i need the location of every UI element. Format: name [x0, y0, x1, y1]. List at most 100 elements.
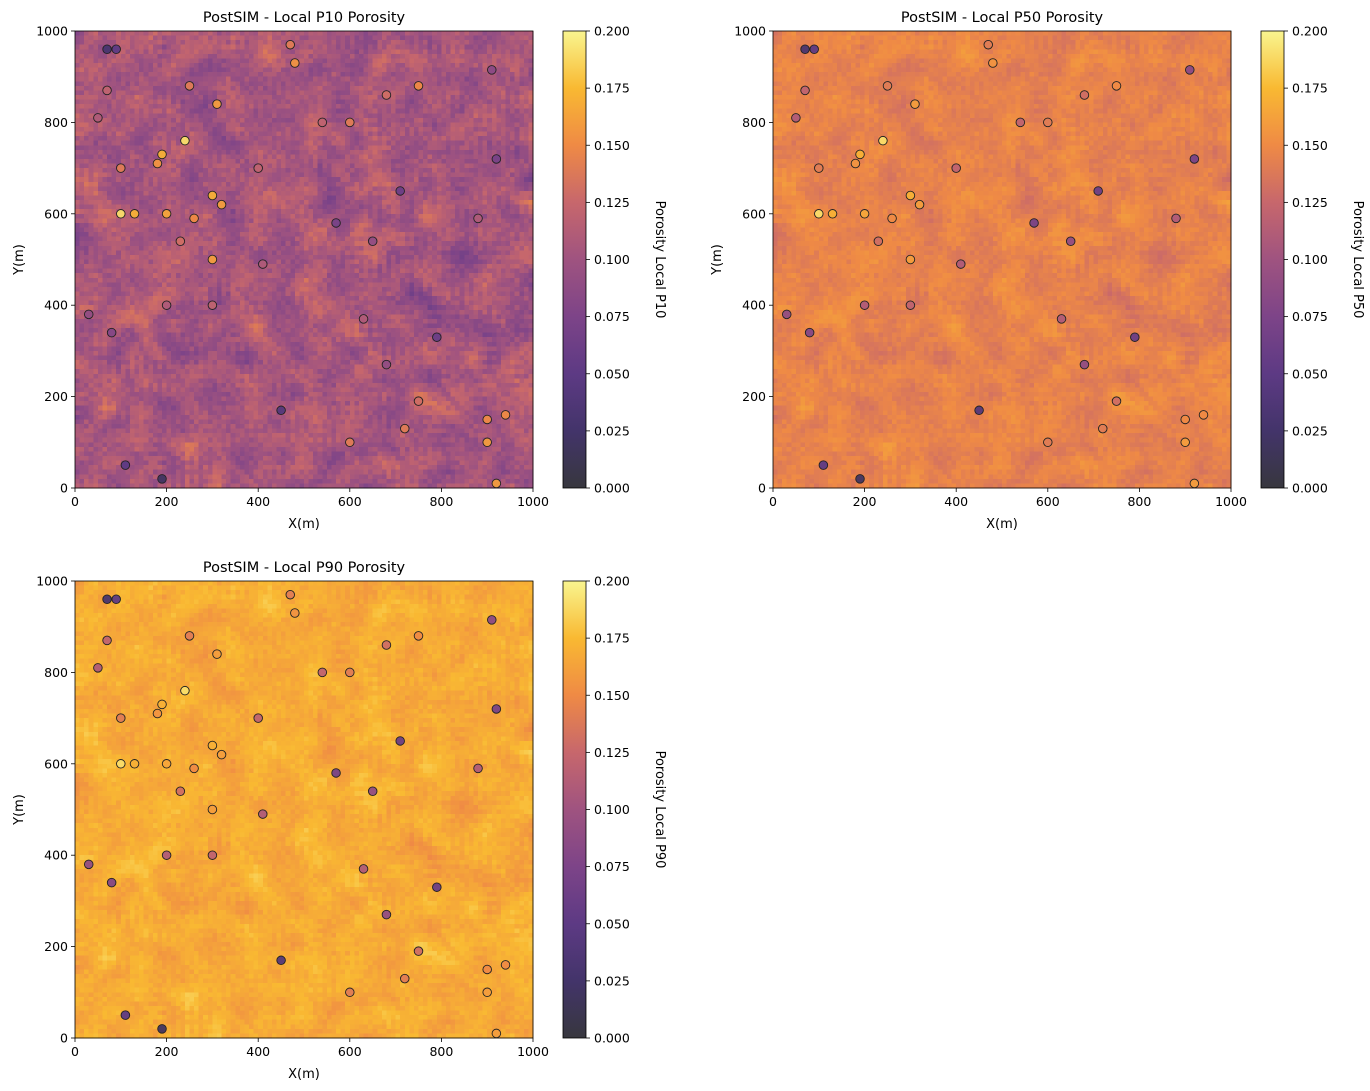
heatmap-cell — [171, 131, 177, 137]
heatmap-cell — [468, 76, 475, 82]
heatmap-cell — [432, 181, 438, 187]
heatmap-cell — [157, 117, 163, 123]
heatmap-cell — [304, 136, 310, 142]
heatmap-cell — [184, 99, 191, 105]
heatmap-cell — [171, 126, 177, 133]
heatmap-cell — [349, 227, 355, 233]
heatmap-cell — [271, 136, 278, 142]
heatmap-cell — [134, 227, 140, 233]
heatmap-cell — [505, 113, 511, 119]
heatmap-cell — [482, 67, 488, 73]
heatmap-cell — [116, 181, 122, 187]
heatmap-cell — [134, 136, 140, 142]
heatmap-cell — [239, 245, 246, 251]
heatmap-cell — [258, 181, 264, 187]
heatmap-cell — [372, 72, 378, 78]
heatmap-cell — [418, 190, 424, 197]
heatmap-cell — [441, 149, 447, 155]
heatmap-cell — [184, 113, 191, 119]
heatmap-cell — [473, 117, 479, 123]
heatmap-cell — [198, 250, 204, 256]
heatmap-cell — [226, 44, 232, 50]
heatmap-cell — [349, 204, 355, 210]
heatmap-cell — [505, 168, 511, 174]
heatmap-cell — [111, 218, 117, 224]
heatmap-cell — [464, 104, 470, 110]
heatmap-cell — [285, 168, 291, 174]
heatmap-cell — [445, 108, 452, 114]
heatmap-cell — [216, 195, 223, 201]
heatmap-cell — [285, 181, 291, 187]
heatmap-cell — [331, 49, 337, 55]
heatmap-cell — [391, 213, 397, 219]
heatmap-cell — [386, 168, 392, 174]
heatmap-cell — [345, 49, 351, 55]
heatmap-cell — [102, 172, 108, 178]
heatmap-cell — [528, 62, 534, 69]
heatmap-cell — [381, 204, 388, 210]
heatmap-cell — [258, 99, 264, 105]
heatmap-cell — [514, 204, 520, 210]
heatmap-cell — [322, 163, 328, 169]
heatmap-cell — [336, 117, 342, 123]
heatmap-cell — [175, 177, 181, 183]
heatmap-cell — [340, 90, 346, 96]
heatmap-cell — [239, 241, 246, 247]
heatmap-cell — [505, 145, 511, 151]
heatmap-cell — [212, 40, 218, 46]
heatmap-cell — [450, 168, 456, 174]
heatmap-cell — [491, 227, 497, 233]
heatmap-cell — [276, 181, 282, 187]
heatmap-cell — [436, 99, 442, 105]
heatmap-cell — [478, 53, 484, 60]
heatmap-cell — [381, 250, 388, 256]
heatmap-cell — [464, 236, 470, 242]
heatmap-cell — [198, 168, 204, 174]
heatmap-cell — [505, 67, 511, 73]
heatmap-cell — [102, 81, 108, 87]
heatmap-cell — [478, 222, 484, 229]
heatmap-cell — [473, 149, 479, 155]
heatmap-cell — [120, 99, 126, 105]
heatmap-cell — [134, 94, 140, 101]
heatmap-cell — [267, 236, 273, 242]
heatmap-cell — [221, 140, 227, 146]
heatmap-cell — [326, 131, 333, 137]
heatmap-cell — [84, 67, 90, 73]
heatmap-cell — [358, 168, 365, 174]
heatmap-cell — [175, 58, 181, 64]
heatmap-cell — [212, 232, 218, 238]
heatmap-cell — [496, 232, 502, 238]
heatmap-cell — [276, 35, 282, 41]
heatmap-cell — [249, 136, 255, 142]
heatmap-cell — [358, 67, 365, 73]
heatmap-cell — [523, 136, 530, 142]
heatmap-cell — [97, 241, 104, 247]
heatmap-cell — [93, 53, 99, 60]
heatmap-cell — [189, 172, 195, 178]
heatmap-cell — [249, 254, 255, 261]
heatmap-cell — [455, 35, 461, 41]
heatmap-cell — [281, 62, 287, 69]
heatmap-cell — [166, 140, 172, 146]
heatmap-cell — [432, 213, 438, 219]
heatmap-cell — [349, 99, 355, 105]
heatmap-cell — [400, 108, 406, 114]
heatmap-cell — [423, 35, 429, 41]
heatmap-cell — [482, 241, 488, 247]
heatmap-cell — [139, 163, 145, 169]
heatmap-cell — [267, 158, 273, 165]
heatmap-cell — [180, 122, 186, 128]
heatmap-cell — [262, 72, 268, 78]
heatmap-cell — [84, 90, 90, 96]
heatmap-cell — [276, 195, 282, 201]
heatmap-cell — [368, 117, 374, 123]
heatmap-cell — [372, 177, 378, 183]
heatmap-cell — [116, 222, 122, 229]
heatmap-cell — [148, 168, 154, 174]
heatmap-cell — [84, 158, 90, 165]
heatmap-cell — [441, 232, 447, 238]
heatmap-cell — [129, 154, 136, 160]
heatmap-cell — [230, 254, 236, 261]
heatmap-cell — [148, 241, 154, 247]
